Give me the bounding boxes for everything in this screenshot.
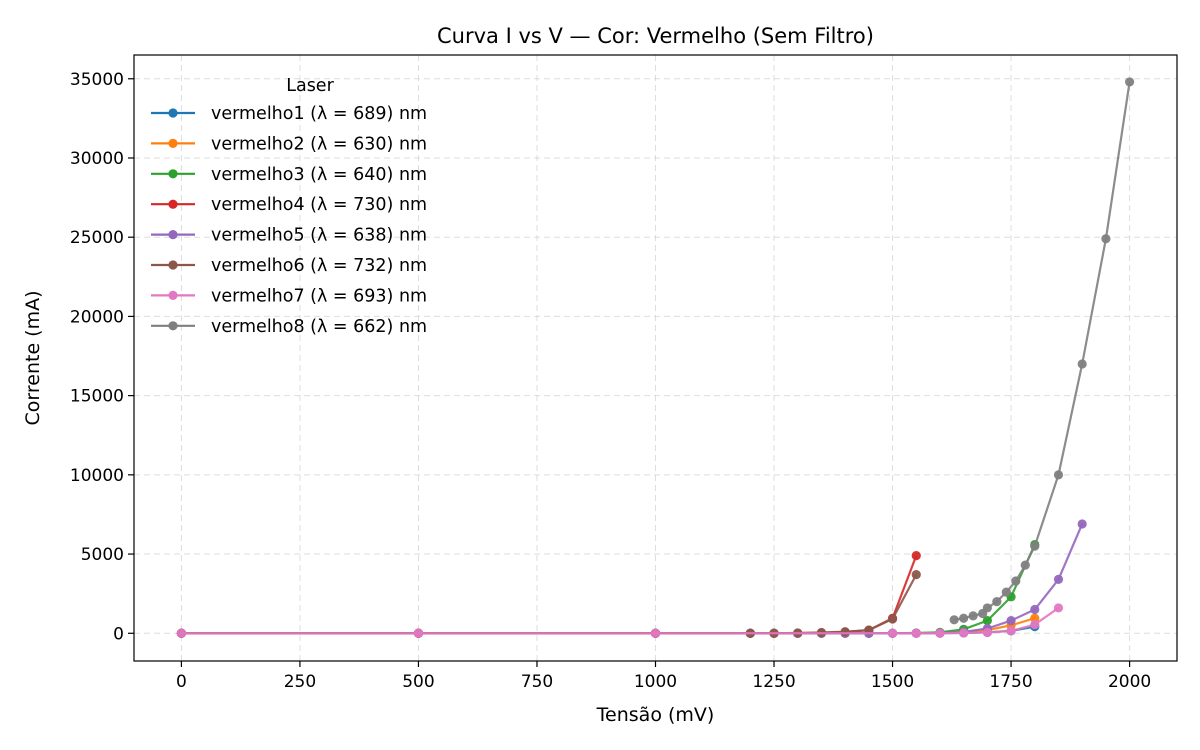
series-line	[181, 544, 1036, 635]
x-tick-label: 1750	[989, 672, 1032, 692]
series-8	[949, 77, 1135, 625]
data-point	[982, 627, 992, 638]
data-point	[1124, 77, 1135, 87]
data-point	[1001, 587, 1011, 597]
data-point	[413, 628, 424, 638]
data-point	[1030, 541, 1040, 551]
legend-title: Laser	[286, 76, 334, 96]
legend-item-6: vermelho6 (λ = 732) nm	[151, 256, 427, 276]
data-point	[982, 616, 992, 626]
x-tick-label: 500	[402, 672, 434, 692]
data-point	[1020, 560, 1030, 570]
grid	[134, 55, 1177, 661]
data-point	[887, 628, 898, 638]
legend-marker	[168, 108, 178, 118]
data-point	[650, 628, 661, 638]
data-point	[959, 613, 969, 623]
legend: Laser vermelho1 (λ = 689) nm vermelho2 (λ…	[151, 76, 427, 337]
series-1	[176, 622, 1040, 638]
y-axis-title: Corrente (mA)	[22, 290, 44, 425]
data-point	[935, 628, 945, 638]
data-point	[176, 628, 187, 638]
y-tick-label: 20000	[70, 307, 124, 327]
y-tick-label: 15000	[70, 387, 124, 407]
data-point	[911, 628, 921, 638]
legend-marker	[168, 199, 178, 209]
data-point	[1030, 619, 1040, 630]
x-tick-label: 1500	[871, 672, 914, 692]
legend-label: vermelho5 (λ = 638) nm	[211, 226, 427, 246]
legend-marker	[168, 230, 178, 240]
chart-title: Curva I vs V — Cor: Vermelho (Sem Filtro…	[437, 24, 874, 48]
data-point	[887, 614, 898, 624]
series-6	[176, 570, 921, 638]
y-tick-label: 5000	[81, 545, 124, 565]
series-line	[181, 523, 1084, 635]
legend-label: vermelho1 (λ = 689) nm	[211, 104, 427, 124]
series-4	[176, 551, 921, 638]
data-point	[1011, 576, 1021, 586]
legend-label: vermelho7 (λ = 693) nm	[211, 286, 427, 306]
legend-label: vermelho8 (λ = 662) nm	[211, 317, 427, 337]
legend-item-5: vermelho5 (λ = 638) nm	[151, 226, 427, 246]
legend-item-7: vermelho7 (λ = 693) nm	[151, 286, 427, 306]
data-point	[1077, 359, 1087, 369]
data-point	[840, 627, 850, 637]
x-tick-label: 750	[521, 672, 553, 692]
x-axis-ticks: 0 250 500 750 1000 1250 1500 1750 2000	[176, 661, 1151, 692]
series-line	[181, 555, 918, 635]
data-point	[1006, 626, 1016, 636]
series-3	[176, 539, 1040, 638]
legend-label: vermelho2 (λ = 630) nm	[211, 134, 427, 154]
y-tick-label: 35000	[70, 70, 124, 90]
legend-item-8: vermelho8 (λ = 662) nm	[151, 317, 427, 337]
data-point	[1030, 604, 1040, 615]
legend-item-2: vermelho2 (λ = 630) nm	[151, 134, 427, 154]
data-point	[1030, 613, 1040, 623]
data-point	[982, 603, 992, 613]
x-tick-label: 1250	[752, 672, 795, 692]
series-line	[181, 617, 1036, 635]
legend-item-4: vermelho4 (λ = 730) nm	[151, 195, 427, 215]
legend-label: vermelho6 (λ = 732) nm	[211, 256, 427, 276]
legend-marker	[168, 169, 178, 179]
legend-marker	[168, 290, 178, 300]
legend-item-3: vermelho3 (λ = 640) nm	[151, 165, 427, 185]
series-layer	[176, 77, 1135, 638]
data-point	[1053, 603, 1064, 613]
y-tick-label: 25000	[70, 228, 124, 248]
legend-marker	[168, 260, 178, 270]
legend-marker	[168, 138, 178, 148]
data-point	[1077, 519, 1087, 529]
legend-item-1: vermelho1 (λ = 689) nm	[151, 104, 427, 124]
x-tick-label: 0	[176, 672, 187, 692]
series-line	[181, 607, 1060, 635]
x-tick-label: 1000	[634, 672, 677, 692]
series-line	[181, 574, 918, 635]
series-7	[176, 603, 1064, 638]
y-tick-label: 10000	[70, 466, 124, 486]
data-point	[1006, 616, 1016, 626]
legend-label: vermelho4 (λ = 730) nm	[211, 195, 427, 215]
data-point	[1053, 470, 1064, 480]
y-tick-label: 0	[113, 624, 124, 644]
x-tick-label: 250	[284, 672, 316, 692]
data-point	[968, 611, 978, 621]
legend-label: vermelho3 (λ = 640) nm	[211, 165, 427, 185]
x-tick-label: 2000	[1108, 672, 1151, 692]
data-point	[911, 570, 921, 580]
data-point	[1053, 574, 1064, 585]
data-point	[911, 551, 921, 561]
legend-marker	[168, 321, 178, 331]
x-axis-title: Tensão (mV)	[596, 704, 715, 726]
data-point	[992, 596, 1002, 607]
y-axis-ticks: 0 5000 10000 15000 20000 25000 30000 35000	[70, 70, 134, 644]
data-point	[1101, 234, 1111, 244]
series-line	[953, 81, 1131, 621]
data-point	[949, 615, 959, 625]
data-point	[959, 628, 969, 638]
y-tick-label: 30000	[70, 149, 124, 169]
